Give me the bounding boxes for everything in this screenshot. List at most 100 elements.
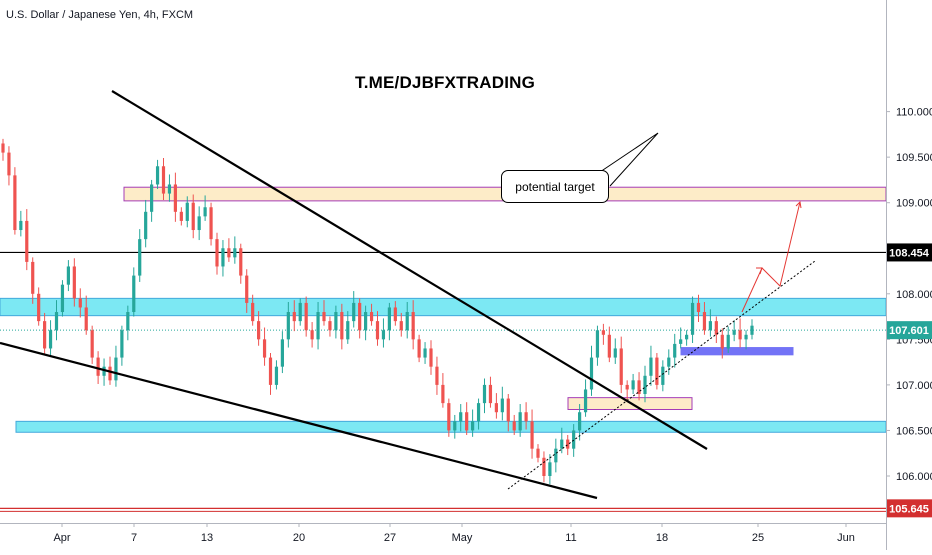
- candle-body: [453, 421, 457, 431]
- upper-wedge-line[interactable]: [111, 90, 708, 450]
- candle-body: [72, 266, 76, 299]
- candle-body: [447, 403, 451, 431]
- price-label-box: [887, 499, 932, 518]
- candle-body: [19, 220, 23, 231]
- candle-body: [673, 343, 677, 358]
- candle-body: [179, 211, 183, 221]
- candle-body: [661, 366, 665, 385]
- zone-support-cyan[interactable]: [15, 420, 887, 433]
- candle-body: [144, 211, 148, 240]
- candle-body: [720, 334, 724, 349]
- potential-target-callout[interactable]: potential target: [501, 170, 609, 203]
- candle-body: [744, 334, 748, 340]
- candle-body: [346, 321, 350, 340]
- arrow-head-1: [756, 267, 763, 275]
- candle-body: [572, 430, 576, 449]
- candle-body: [667, 357, 671, 367]
- price-tick-label: 106.500: [896, 425, 932, 437]
- candle-body: [227, 248, 231, 258]
- time-tick-label: 20: [293, 532, 305, 544]
- candle-body: [607, 334, 611, 358]
- time-tick-label: 27: [384, 532, 396, 544]
- candle-body: [280, 339, 284, 367]
- price-tick-label: 107.000: [896, 380, 932, 392]
- candle-body: [13, 175, 17, 231]
- time-tick-label: 11: [565, 532, 576, 544]
- candle-body: [560, 439, 564, 449]
- price-tick-label: 108.000: [896, 289, 932, 301]
- zone-small-purple[interactable]: [680, 347, 794, 356]
- candle-body: [108, 366, 112, 381]
- candle-body: [459, 412, 463, 422]
- price-tick-label: 110.000: [896, 107, 932, 119]
- candle-body: [518, 412, 522, 431]
- price-tick-label: 106.000: [896, 471, 932, 483]
- candle-body: [334, 312, 338, 331]
- candles: [1, 138, 754, 485]
- candle-body: [417, 339, 421, 358]
- price-label: 108.454: [889, 247, 930, 259]
- candle-body: [524, 412, 528, 422]
- candle-body: [25, 220, 29, 262]
- candle-body: [530, 421, 534, 449]
- candle-body: [566, 439, 570, 449]
- candle-body: [203, 207, 207, 217]
- candle-body: [114, 357, 118, 381]
- candle-body: [358, 302, 362, 331]
- candle-body: [554, 448, 558, 463]
- candle-body: [738, 330, 742, 340]
- candle-body: [637, 380, 641, 395]
- candle-body: [209, 207, 213, 240]
- candle-body: [387, 307, 391, 331]
- candle-body: [589, 357, 594, 390]
- candle-body: [435, 366, 439, 385]
- price-label-box: [887, 321, 932, 340]
- price-tick-label: 109.500: [896, 152, 932, 164]
- candle-body: [679, 339, 683, 344]
- candle-body: [512, 421, 516, 431]
- trendlines[interactable]: [0, 90, 816, 500]
- candle-body: [352, 302, 356, 322]
- time-tick-label: May: [452, 532, 473, 544]
- candle-body: [84, 307, 88, 331]
- watermark-text: T.ME/DJBFXTRADING: [355, 73, 536, 92]
- price-tick-label: 109.000: [896, 198, 932, 210]
- candle-body: [465, 412, 469, 431]
- candle-body: [381, 330, 386, 340]
- candle-body: [60, 284, 65, 313]
- candle-body: [441, 384, 445, 404]
- candle-body: [542, 457, 546, 476]
- candle-body: [405, 312, 409, 331]
- candle-body: [423, 348, 427, 358]
- candle-body: [601, 330, 605, 335]
- candle-body: [126, 312, 130, 331]
- time-tick-label: Jun: [837, 532, 855, 544]
- candle-body: [1, 143, 5, 153]
- candle-body: [506, 398, 510, 422]
- candle-body: [619, 348, 623, 385]
- candle-body: [132, 275, 136, 313]
- candle-body: [150, 184, 154, 212]
- candle-body: [310, 330, 314, 340]
- candle-body: [702, 312, 707, 331]
- candle-body: [161, 166, 166, 194]
- candle-body: [655, 357, 659, 385]
- candle-body: [197, 216, 201, 231]
- arrow-head-2: [795, 200, 802, 209]
- candle-body: [262, 339, 267, 358]
- time-tick-label: 7: [131, 532, 137, 544]
- candle-body: [500, 398, 504, 413]
- lower-wedge-line[interactable]: [0, 341, 598, 500]
- candle-body: [625, 384, 629, 390]
- candle-body: [488, 384, 493, 404]
- price-axis: 106.000106.500107.000107.500108.000108.5…: [886, 0, 932, 550]
- candle-body: [304, 302, 308, 331]
- candle-body: [298, 302, 302, 322]
- candle-body: [37, 293, 41, 322]
- time-axis: Apr 7 13 20 27 May 11 18 25 Jun: [0, 523, 886, 544]
- candle-body: [43, 321, 47, 349]
- candle-body: [631, 380, 635, 390]
- candle-body: [239, 248, 243, 276]
- price-label: 107.601: [889, 325, 929, 337]
